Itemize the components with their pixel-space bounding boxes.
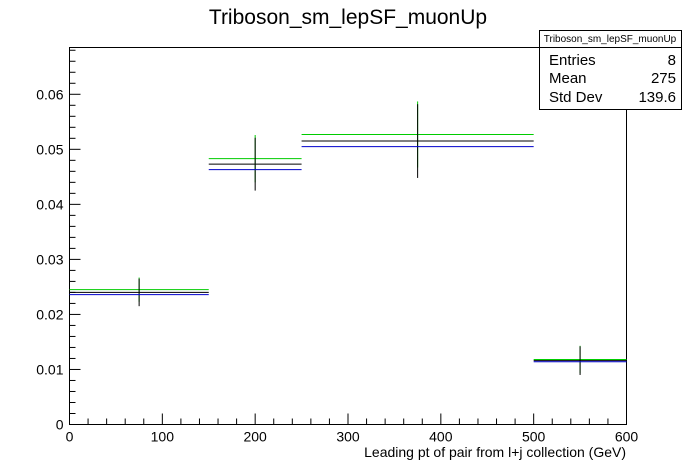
x-tick-label: 200: [243, 429, 267, 445]
stats-entries-value: 8: [668, 52, 676, 69]
x-tick-label: 400: [429, 429, 453, 445]
stats-box-frame: [539, 30, 682, 110]
y-tick-label: 0.04: [36, 196, 63, 212]
y-tick-label: 0.02: [36, 306, 63, 322]
x-tick-label: 100: [151, 429, 175, 445]
x-tick-label: 600: [615, 429, 639, 445]
stats-stddev-value: 139.6: [638, 89, 676, 106]
stats-stddev-label: Std Dev: [549, 89, 603, 106]
stats-mean-label: Mean: [549, 70, 587, 87]
x-tick-label: 500: [522, 429, 546, 445]
x-axis: 0 100 200 300 400 500 600: [66, 413, 639, 445]
y-tick-label: 0.03: [36, 251, 63, 267]
x-tick-label: 0: [66, 429, 74, 445]
y-tick-label: 0.05: [36, 141, 63, 157]
y-tick-label: 0: [56, 417, 64, 433]
stats-entries-label: Entries: [549, 52, 596, 69]
y-tick-label: 0.06: [36, 86, 63, 102]
stats-mean-value: 275: [651, 70, 676, 87]
x-tick-label: 300: [336, 429, 360, 445]
histogram-series: [69, 101, 627, 375]
stats-box: Triboson_sm_lepSF_muonUp Entries 8 Mean …: [539, 30, 682, 110]
chart-title: Triboson_sm_lepSF_muonUp: [209, 6, 487, 29]
stats-box-title: Triboson_sm_lepSF_muonUp: [544, 34, 677, 45]
y-tick-label: 0.01: [36, 361, 63, 377]
x-axis-label: Leading pt of pair from l+j collection (…: [364, 444, 626, 460]
y-axis: 0 0.01 0.02 0.03 0.04 0.05 0.06: [36, 49, 81, 433]
